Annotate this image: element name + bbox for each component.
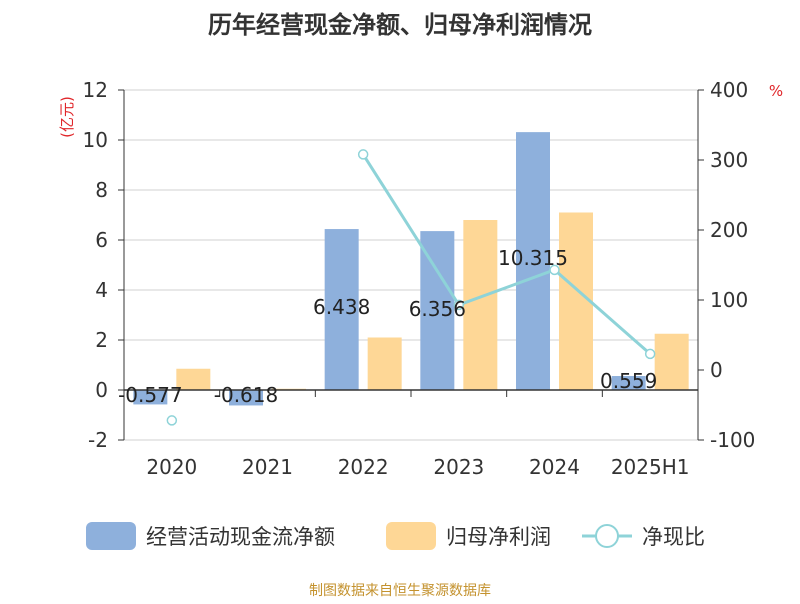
y-left-tick-label: 2 (95, 328, 108, 352)
ratio-line (361, 153, 652, 356)
x-tick-label: 2023 (433, 455, 484, 479)
bar-cashflow-2023 (420, 231, 455, 390)
legend-swatch (86, 522, 136, 550)
y-left-tick-label: 12 (83, 78, 108, 102)
bar-cashflow-2025H1 (611, 376, 646, 390)
bar-value-label: -0.618 (214, 383, 278, 407)
x-tick-label: 2022 (338, 455, 389, 479)
legend-label: 净现比 (642, 525, 705, 549)
ratio-point-2025H1 (644, 348, 656, 360)
legend-label: 归母净利润 (446, 525, 551, 549)
ratio-point-2024 (549, 264, 560, 276)
tick-labels-group: 12 10 8 6 4 2 0 -2 400 300 200 100 0 -100 2020 2021 2022… (83, 78, 756, 479)
y-right-tick-label: 400 (710, 78, 748, 102)
bar-netprofit-2025H1 (654, 333, 689, 390)
bar-cashflow-2024 (516, 132, 550, 390)
y-right-tick-label: 200 (710, 218, 748, 242)
legend-marker (595, 524, 619, 548)
bar-netprofit-2023 (463, 220, 498, 390)
bar-netprofit-2020 (176, 368, 211, 390)
bars-group (133, 132, 689, 406)
ratio-point-2020 (166, 415, 178, 426)
bar-netprofit-2024 (559, 212, 593, 390)
x-tick-label: 2020 (146, 455, 197, 479)
y-right-tick-label: 0 (710, 358, 723, 382)
bar-cashflow-2022 (324, 229, 359, 390)
y-left-tick-label: 8 (95, 178, 108, 202)
x-tick-label: 2024 (529, 455, 580, 479)
legend-label: 经营活动现金流净额 (146, 525, 335, 549)
legend-swatch (386, 522, 436, 550)
ratio-point-2022 (357, 149, 369, 160)
bar-cashflow-2021 (229, 390, 263, 406)
y-left-tick-label: -2 (88, 428, 108, 452)
y-left-tick-label: 10 (83, 128, 108, 152)
source-note: 制图数据来自恒生聚源数据库 (309, 583, 491, 599)
y-right-tick-label: -100 (710, 428, 755, 452)
bar-netprofit-2022 (367, 337, 402, 390)
y-left-tick-label: 6 (95, 228, 108, 252)
x-tick-label: 2025H1 (611, 455, 690, 479)
ratio-point-2023 (453, 299, 465, 311)
chart-title: 历年经营现金净额、归母净利润情况 (208, 11, 592, 39)
y-right-tick-label: 300 (710, 148, 748, 172)
y-left-tick-label: 0 (95, 378, 108, 402)
legend: 经营活动现金流净额 归母净利润 净现比 (86, 522, 705, 550)
axes-group (118, 89, 704, 441)
y-right-tick-label: 100 (710, 288, 748, 312)
bar-value-label: 6.438 (313, 295, 370, 319)
bar-value-label: 6.356 (409, 297, 466, 321)
bar-value-label: 10.315 (498, 246, 568, 270)
bar-value-label: 0.559 (600, 369, 657, 393)
y-left-tick-label: 4 (95, 278, 108, 302)
bar-cashflow-2020 (133, 390, 168, 405)
y-left-unit: (亿元) (58, 96, 76, 138)
x-tick-label: 2021 (242, 455, 293, 479)
data-labels-group: -0.577 -0.618 6.438 6.356 10.315 0.559 (118, 246, 657, 407)
ratio-line-group (166, 149, 656, 426)
bar-value-label: -0.577 (118, 383, 182, 407)
y-right-unit: % (769, 82, 783, 100)
